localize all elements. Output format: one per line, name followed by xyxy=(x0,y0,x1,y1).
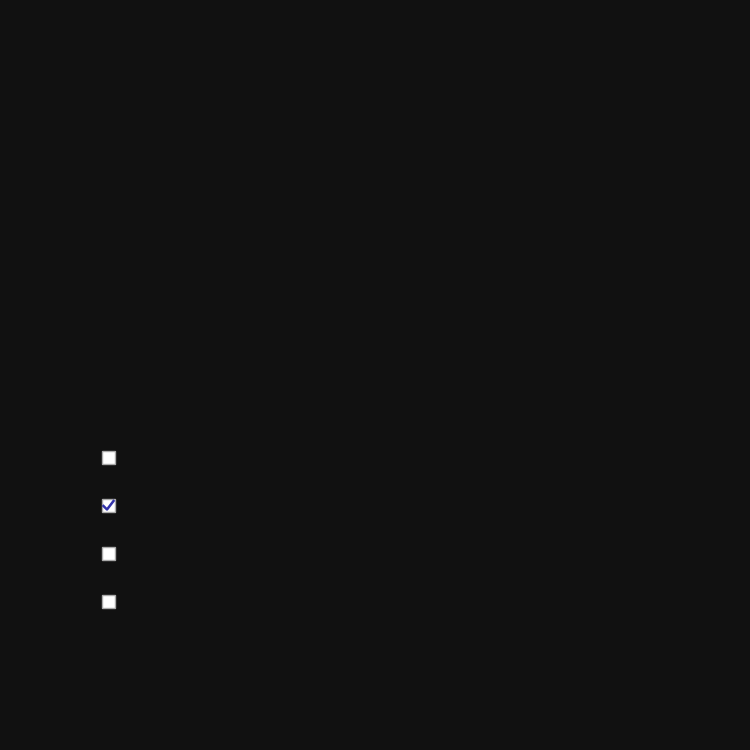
Text: DF: DF xyxy=(194,459,214,474)
Text: BC: BC xyxy=(194,489,214,504)
Text: D: D xyxy=(371,259,384,277)
Text: DF: DF xyxy=(130,585,150,600)
Text: 3: 3 xyxy=(372,419,382,436)
Bar xyxy=(101,499,115,512)
Text: AC: AC xyxy=(130,603,150,618)
Text: DE: DE xyxy=(194,585,214,600)
Text: EF: EF xyxy=(195,555,213,570)
Text: EF: EF xyxy=(195,507,213,522)
Text: F: F xyxy=(450,416,460,434)
Text: BC: BC xyxy=(194,537,214,552)
Text: AC: AC xyxy=(130,537,150,552)
Bar xyxy=(101,451,115,464)
Text: 2: 2 xyxy=(188,419,198,436)
Text: AB: AB xyxy=(130,441,151,456)
Text: 4: 4 xyxy=(325,338,335,356)
Text: A: A xyxy=(188,293,199,311)
Text: DF: DF xyxy=(130,555,150,570)
Text: Select all that apply.: Select all that apply. xyxy=(105,241,314,259)
Text: =: = xyxy=(168,594,180,609)
Text: =: = xyxy=(168,498,180,513)
Bar xyxy=(101,595,115,608)
Text: 3: 3 xyxy=(222,356,232,374)
Text: =: = xyxy=(168,450,180,465)
Text: AB: AB xyxy=(130,489,151,504)
Text: AB: AB xyxy=(194,603,214,618)
Text: 4: 4 xyxy=(420,338,430,356)
Text: E: E xyxy=(295,416,305,434)
Bar xyxy=(101,547,115,560)
Text: AC: AC xyxy=(194,441,214,456)
Text: DE: DE xyxy=(129,507,151,522)
Text: B: B xyxy=(128,416,139,434)
Text: C: C xyxy=(243,416,254,434)
Text: 3: 3 xyxy=(152,356,163,374)
Text: Which proportions show that the triangles are not similar?: Which proportions show that the triangle… xyxy=(105,274,631,292)
Text: =: = xyxy=(168,546,180,561)
Text: DE: DE xyxy=(129,459,151,474)
